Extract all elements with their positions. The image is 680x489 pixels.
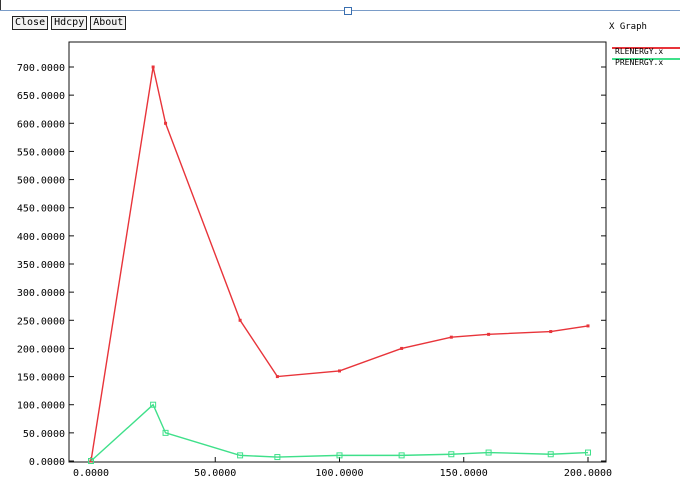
y-tick-label: 100.0000 [17, 401, 65, 412]
data-point [274, 454, 281, 461]
data-point [549, 330, 553, 334]
chart-legend: RLENERGY.x PRENERGY.x [612, 46, 680, 76]
series-line-1 [90, 66, 589, 462]
data-point [88, 458, 94, 464]
y-tick-label: 450.0000 [17, 204, 65, 215]
data-point [338, 369, 341, 373]
legend-label: RLENERGY.x [615, 47, 664, 56]
series-line-2 [90, 403, 589, 462]
y-tick-label: 150.0000 [17, 373, 65, 384]
x-tick-label: 150.0000 [440, 468, 488, 479]
close-button[interactable]: Close [12, 16, 49, 30]
data-point [398, 452, 405, 459]
titlebar-divider [0, 10, 680, 11]
legend-item: PRENERGY.x [612, 57, 680, 68]
data-point [164, 121, 168, 125]
y-tick-label: 250.0000 [17, 316, 65, 327]
y-tick-label: 0.0000 [29, 457, 65, 468]
y-tick-label: 50.0000 [23, 429, 65, 440]
y-tick-label: 200.0000 [17, 344, 65, 355]
x-tick-label: 50.0000 [194, 468, 236, 479]
plot-frame [68, 41, 607, 463]
data-point [448, 451, 455, 458]
resize-handle[interactable] [344, 7, 352, 15]
data-point [238, 318, 242, 322]
data-point [151, 65, 155, 69]
data-point [336, 452, 343, 459]
y-tick-label: 550.0000 [17, 147, 65, 158]
data-point [485, 449, 492, 456]
legend-item: RLENERGY.x [612, 46, 680, 57]
y-tick-label: 700.0000 [17, 63, 65, 74]
hardcopy-button[interactable]: Hdcpy [51, 16, 88, 30]
y-tick-label: 600.0000 [17, 119, 65, 130]
y-tick-label: 650.0000 [17, 91, 65, 102]
x-tick-label: 0.0000 [73, 468, 109, 479]
x-tick-label: 100.0000 [315, 468, 363, 479]
y-tick-label: 400.0000 [17, 232, 65, 243]
data-point [400, 346, 404, 350]
legend-swatch [612, 47, 680, 49]
data-point [585, 449, 591, 456]
toolbar: Close Hdcpy About [12, 16, 127, 32]
y-tick-label: 350.0000 [17, 260, 65, 271]
data-point [275, 375, 279, 379]
window-title: X Graph [609, 22, 647, 32]
data-point [487, 332, 491, 336]
about-button[interactable]: About [90, 16, 127, 30]
data-point [586, 324, 590, 328]
y-tick-label: 300.0000 [17, 288, 65, 299]
legend-label: PRENERGY.x [615, 58, 664, 67]
data-point [150, 401, 157, 408]
data-point [547, 451, 554, 458]
y-tick-label: 500.0000 [17, 176, 65, 187]
data-point [449, 335, 453, 339]
legend-swatch [612, 58, 680, 60]
data-point [237, 452, 244, 459]
data-point [162, 429, 169, 436]
x-tick-label: 200.0000 [564, 468, 612, 479]
window-titlebar[interactable] [0, 0, 680, 15]
